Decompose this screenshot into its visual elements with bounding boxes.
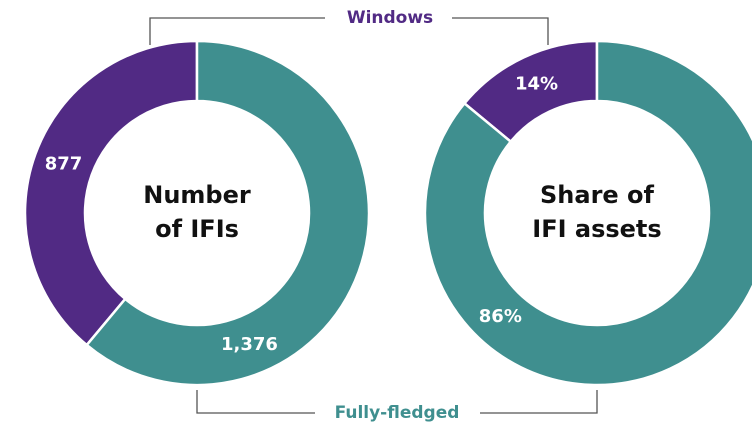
data-label: 877	[45, 154, 83, 175]
donut-segment	[23, 39, 199, 347]
legend-label: Fully-fledged	[335, 403, 460, 423]
data-label: 1,376	[221, 334, 278, 355]
center-title: of IFIs	[155, 215, 239, 243]
legend-bracket	[452, 17, 549, 45]
data-label: 14%	[515, 74, 558, 95]
center-title: Number	[143, 181, 251, 209]
legend-bracket	[480, 390, 598, 414]
data-label: 86%	[479, 306, 522, 327]
donut-segment	[84, 39, 371, 387]
legend-label: Windows	[347, 8, 433, 28]
donut-segment	[423, 39, 752, 387]
center-title: Share of	[540, 181, 655, 209]
legend-bracket	[149, 17, 325, 45]
legend-bracket	[196, 390, 315, 414]
center-title: IFI assets	[532, 215, 661, 243]
